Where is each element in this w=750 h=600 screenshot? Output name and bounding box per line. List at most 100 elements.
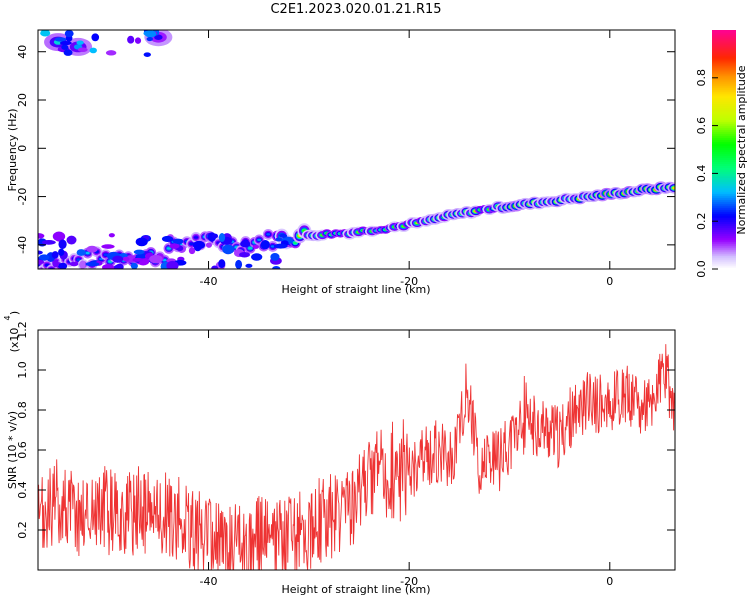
colorbar-band <box>712 137 736 141</box>
spectrogram-cell <box>76 40 84 45</box>
colorbar-band <box>712 191 736 194</box>
spectrogram-cell <box>143 52 151 57</box>
colorbar-band <box>712 109 736 113</box>
spectrogram-cell <box>76 249 86 256</box>
spectrogram-cell <box>235 259 243 269</box>
spectrogram-cell <box>293 241 298 245</box>
spectrogram-cell <box>103 253 108 256</box>
colorbar-band <box>712 59 736 63</box>
spectrogram-cell <box>273 243 288 249</box>
colorbar-band <box>712 113 736 117</box>
spectrogram-cell <box>161 235 174 242</box>
spectrogram-cell <box>61 44 69 50</box>
spectrogram-panel: 40 20 0 -20 -40 -40 -20 0 Height of straight lin… <box>6 29 676 296</box>
colorbar-band <box>712 97 736 101</box>
colorbar-band <box>712 30 736 33</box>
x-tick-label: 0 <box>606 275 613 288</box>
colorbar-band <box>712 225 736 228</box>
spectrogram-cell <box>38 259 45 265</box>
spectrogram-cell <box>38 233 45 239</box>
colorbar-band <box>712 47 736 51</box>
colorbar-band <box>712 153 736 157</box>
colorbar-band <box>712 73 736 77</box>
colorbar-band <box>712 211 736 214</box>
spectrogram-cell <box>672 187 675 190</box>
spectrogram-cell <box>69 261 79 267</box>
spectrogram-cell <box>133 249 145 255</box>
spectrogram-cell <box>59 40 72 46</box>
spectrogram-cell <box>52 231 66 242</box>
x-tick-label: -20 <box>400 575 418 588</box>
colorbar-band <box>712 221 736 224</box>
spectrogram-cell <box>105 50 117 56</box>
y-axis-label: SNR (10 * v/v) <box>6 411 19 489</box>
colorbar-band <box>712 247 736 250</box>
colorbar-band <box>712 179 736 182</box>
colorbar-band <box>712 95 736 99</box>
colorbar-band <box>712 231 736 234</box>
spectrogram-cell <box>112 255 124 263</box>
colorbar-band <box>712 265 736 268</box>
colorbar-band <box>712 111 736 115</box>
spectrogram-cell <box>278 233 288 238</box>
colorbar-band <box>712 143 736 147</box>
spectrogram-cell <box>47 266 56 269</box>
spectrogram-cell <box>144 30 157 38</box>
colorbar-band <box>712 201 736 204</box>
colorbar-band <box>712 89 736 93</box>
spectrogram-cell <box>76 258 81 261</box>
colorbar-band <box>712 107 736 111</box>
colorbar-band <box>712 127 736 131</box>
colorbar-band <box>712 267 736 270</box>
colorbar-band <box>712 63 736 67</box>
spectrogram-cell <box>102 263 115 269</box>
colorbar-band <box>712 251 736 254</box>
y-multiplier-exponent: 4 <box>3 315 12 320</box>
colorbar-band <box>712 119 736 123</box>
spectrogram-cell <box>85 251 90 255</box>
colorbar-tick-label: 0.8 <box>695 69 708 87</box>
colorbar-band <box>712 77 736 81</box>
colorbar-band <box>712 263 736 266</box>
colorbar-band <box>712 165 736 169</box>
spectrogram-cell <box>41 240 56 245</box>
colorbar-band <box>712 195 736 198</box>
y-axis-label: Frequency (Hz) <box>6 109 19 192</box>
colorbar-band <box>712 217 736 220</box>
x-axis-label: Height of straight line (km) <box>281 583 430 596</box>
spectrogram-cell <box>127 35 135 44</box>
x-tick-label: -40 <box>200 275 218 288</box>
spectrogram-cell <box>218 233 226 243</box>
colorbar-band <box>712 229 736 232</box>
spectrogram-cell <box>135 237 148 247</box>
spectrogram-cell <box>113 264 124 269</box>
spectrogram-cell <box>211 265 219 269</box>
colorbar-band <box>712 243 736 246</box>
colorbar-band <box>712 173 736 176</box>
spectrogram-cell <box>132 257 144 262</box>
spectrogram-cell <box>146 37 153 42</box>
spectrogram-cell <box>205 242 212 248</box>
colorbar-band <box>712 187 736 190</box>
colorbar-band <box>712 135 736 139</box>
colorbar-band <box>712 169 736 173</box>
colorbar-band <box>712 125 736 129</box>
colorbar-band <box>712 149 736 153</box>
colorbar-tick-label: 0.0 <box>695 260 708 278</box>
spectrogram-cell <box>270 252 280 261</box>
colorbar-band <box>712 233 736 236</box>
spectrogram-cell <box>154 34 163 40</box>
colorbar-band <box>712 71 736 75</box>
colorbar-band <box>712 67 736 71</box>
colorbar: 0.0 0.2 0.4 0.6 0.8 Normalized spectral ampli… <box>695 30 748 278</box>
colorbar-band <box>712 223 736 226</box>
colorbar-label: Normalized spectral amplitude <box>735 65 748 234</box>
colorbar-band <box>712 139 736 143</box>
colorbar-band <box>712 75 736 79</box>
spectrogram-cell <box>260 240 270 250</box>
y-tick-label: 0 <box>16 145 29 152</box>
spectrogram-cell <box>63 49 73 56</box>
colorbar-band <box>712 51 736 55</box>
colorbar-band <box>712 161 736 165</box>
